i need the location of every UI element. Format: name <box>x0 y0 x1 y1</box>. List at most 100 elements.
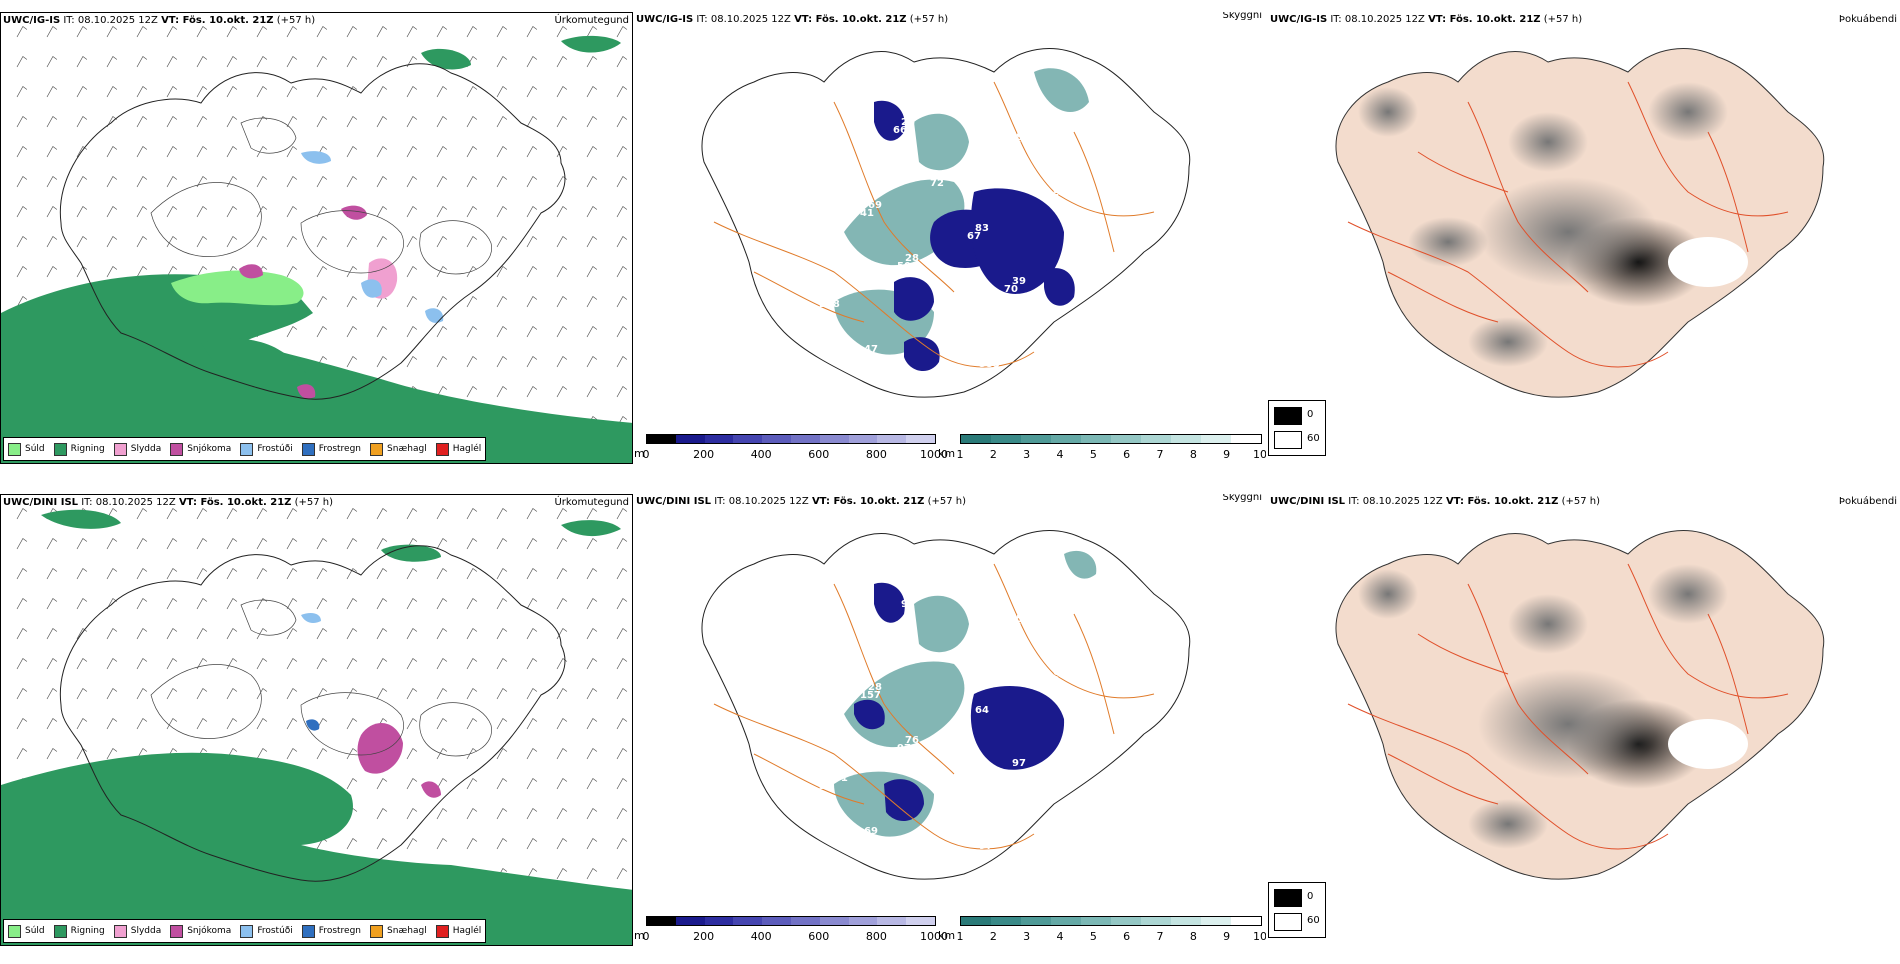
cloud-base-label: 101 <box>827 773 848 784</box>
cloud-base-label: 40 <box>1049 329 1063 340</box>
legend-item: Snæhagl <box>370 442 427 456</box>
fog-map <box>1335 530 1825 880</box>
wind-barb <box>586 325 598 338</box>
fog-legend-swatch <box>1274 407 1302 425</box>
cloud-visibility-panel: UWC/DINI ISL IT: 08.10.2025 12Z VT: Fös.… <box>634 494 1266 946</box>
rain-area <box>41 509 121 529</box>
wind-barb <box>46 687 58 700</box>
panel-title: UWC/DINI ISL IT: 08.10.2025 12Z VT: Fös.… <box>3 497 333 508</box>
wind-barb <box>316 657 328 670</box>
wind-barb <box>586 25 598 38</box>
wind-barb <box>556 777 568 790</box>
wind-barb <box>46 537 58 550</box>
cloud-base-color-step <box>848 435 878 443</box>
cloud-base-label: 355 <box>979 359 1000 370</box>
legend-swatch <box>240 442 254 456</box>
wind-barb <box>616 657 628 670</box>
wind-barb <box>496 145 508 158</box>
wind-barb <box>496 567 508 580</box>
wind-barb <box>556 325 568 338</box>
wind-barb <box>76 687 88 700</box>
wind-barb <box>616 807 628 820</box>
fog-map <box>1335 48 1825 398</box>
wind-barb <box>106 145 118 158</box>
wind-barb <box>376 145 388 158</box>
wind-barb <box>286 747 298 760</box>
cloud-base-label: 97 <box>1012 758 1026 769</box>
lead-time: (+57 h) <box>1543 14 1583 25</box>
wind-barb <box>46 55 58 68</box>
snow-area <box>357 723 403 774</box>
wind-barb <box>166 537 178 550</box>
visibility-tick: 4 <box>1056 930 1064 943</box>
freezing-area <box>301 151 331 164</box>
model-name: UWC/IG-IS <box>1270 14 1328 25</box>
legend-label: Súld <box>25 926 45 936</box>
init-time: 08.10.2025 12Z <box>728 496 809 507</box>
cloud-base-color-step <box>762 435 791 443</box>
cloud-base-label: 48 <box>1045 675 1059 686</box>
wind-barb <box>436 115 448 128</box>
wind-barb <box>436 777 448 790</box>
wind-barb <box>196 205 208 218</box>
wind-barb <box>226 55 238 68</box>
wind-barb <box>346 567 358 580</box>
visibility-color-step <box>1081 917 1111 925</box>
wind-barb <box>76 25 88 38</box>
wind-barb <box>616 325 628 338</box>
visibility-tick: 6 <box>1123 448 1131 461</box>
visibility-unit: km <box>938 929 956 942</box>
wind-barb <box>406 597 418 610</box>
wind-barb <box>106 85 118 98</box>
wind-barb <box>196 627 208 640</box>
rain-area <box>201 338 310 394</box>
forecast-row-ig-is: UWC/IG-IS IT: 08.10.2025 12Z VT: Fös. 10… <box>0 12 1900 482</box>
cloud-base-label: 243 <box>942 788 963 799</box>
valid-time-label: VT: <box>178 497 201 508</box>
wind-barb <box>136 627 148 640</box>
wind-barb <box>46 265 58 278</box>
wind-barb <box>616 747 628 760</box>
visibility-tick: 3 <box>1023 448 1031 461</box>
cloud-base-label: 37 <box>1090 238 1104 249</box>
cloud-base-label: 61 <box>1049 811 1063 822</box>
wind-barb <box>406 777 418 790</box>
wind-barb <box>76 717 88 730</box>
legend-label: Rigning <box>70 926 105 936</box>
wind-barb <box>136 597 148 610</box>
wind-barb <box>136 55 148 68</box>
freezing-area <box>306 719 320 731</box>
visibility-color-step <box>1171 917 1201 925</box>
valid-time-label: VT: <box>1445 496 1468 507</box>
cloud-base-color-step <box>704 435 734 443</box>
valid-time: Fös. 10.okt. 21Z <box>200 497 292 508</box>
wind-barb <box>466 597 478 610</box>
wind-barb <box>196 265 208 278</box>
wind-barb <box>496 25 508 38</box>
wind-barb <box>286 627 298 640</box>
model-name: UWC/IG-IS <box>3 15 61 26</box>
forecast-row-dini-isl: UWC/DINI ISL IT: 08.10.2025 12Z VT: Fös.… <box>0 494 1900 964</box>
cloud-base-labels: 75 37 28 76 243 97 52 62 64 101 69 92 59 64 97 61 146 220… <box>794 576 1107 860</box>
wind-barb <box>46 205 58 218</box>
wind-barb <box>406 115 418 128</box>
wind-barb <box>226 717 238 730</box>
wind-barb <box>166 55 178 68</box>
cloud-base-areas <box>854 582 1065 822</box>
wind-barb <box>436 355 448 368</box>
wind-barb <box>106 717 118 730</box>
wind-barb <box>256 235 268 248</box>
wind-barb <box>436 507 448 520</box>
cloud-base-colorbar: m 0 200 400 600 800 1000 <box>634 916 948 943</box>
visibility-tick: 10 <box>1253 930 1266 943</box>
wind-barb <box>106 747 118 760</box>
model-name: UWC/DINI ISL <box>3 497 79 508</box>
wind-barb <box>346 25 358 38</box>
wind-barb <box>556 295 568 308</box>
wind-barb <box>376 325 388 338</box>
cloud-base-color-step <box>819 435 849 443</box>
wind-barb <box>76 567 88 580</box>
wind-barb <box>436 567 448 580</box>
wind-barb <box>526 115 538 128</box>
cloud-base-label: 92 <box>901 599 915 610</box>
